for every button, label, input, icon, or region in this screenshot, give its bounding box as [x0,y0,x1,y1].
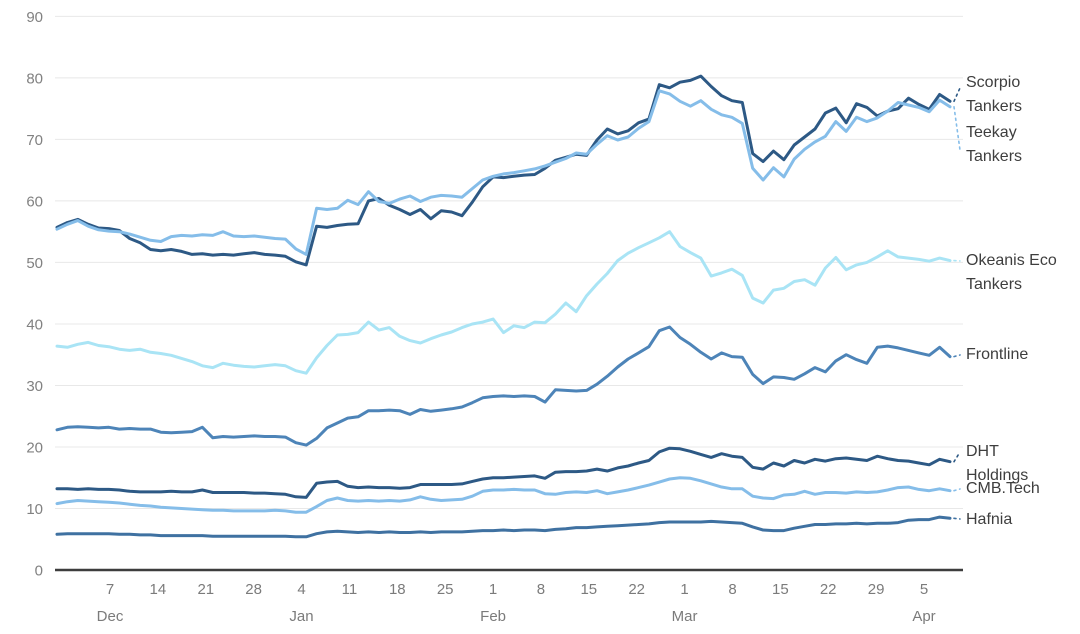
x-tick-label: 14 [150,581,167,598]
x-tick-label: 25 [437,581,454,598]
series-line-teekay-tankers[interactable] [55,89,952,256]
x-tick-label: 29 [868,581,885,598]
y-tick-label: 60 [26,193,43,210]
x-tick-label: 5 [920,581,928,598]
series-label-line: Tankers [966,148,1023,165]
x-axis-day-labels: 7 14 21 28 4 11 18 25 1 8 15 22 1 8 15 22 29 5 [106,581,928,598]
x-tick-label: 8 [537,581,545,598]
series-label-line: CMB.Tech [966,480,1040,497]
y-tick-label: 20 [26,440,43,457]
y-tick-label: 90 [26,9,43,26]
x-tick-label: 22 [820,581,837,598]
series-label-line: Frontline [966,346,1029,363]
y-axis-labels: 0 10 20 30 40 50 60 70 80 90 [26,9,43,580]
x-axis-month-labels: Dec Jan Feb Mar Apr [97,608,936,625]
x-tick-label: 28 [245,581,262,598]
series-line-cmb-tech[interactable] [55,476,952,514]
month-label: Jan [289,608,313,625]
month-label: Dec [97,608,124,625]
x-tick-label: 1 [680,581,688,598]
leader-line-teekay-tankers [953,106,961,151]
series-label-line: Holdings [966,467,1029,484]
month-label: Mar [672,608,698,625]
series-label-line: Teekay [966,124,1017,141]
x-tick-label: 4 [297,581,305,598]
series-label-frontline: Frontline [966,343,1080,367]
y-gridlines [55,15,963,509]
x-tick-label: 11 [342,581,358,598]
x-tick-label: 21 [197,581,214,598]
series-label-line: Okeanis Eco [966,252,1057,269]
series-label-line: Hafnia [966,511,1013,528]
month-label: Apr [912,608,935,625]
x-tick-label: 18 [389,581,406,598]
series-label-dht-holdings: DHT Holdings [966,440,1080,488]
series-line-frontline[interactable] [55,325,952,447]
y-tick-label: 40 [26,317,43,334]
series-label-teekay-tankers: Teekay Tankers [966,121,1080,169]
x-tick-label: 15 [772,581,789,598]
y-tick-label: 50 [26,255,43,272]
series-label-cmb-tech: CMB.Tech [966,477,1080,501]
x-tick-label: 22 [628,581,645,598]
y-tick-label: 70 [26,132,43,149]
series-line-hafnia[interactable] [55,515,952,539]
series-label-okeanis-eco-tankers: Okeanis Eco Tankers [966,249,1080,297]
month-label: Feb [480,608,506,625]
leader-line-scorpio-tankers [953,87,961,103]
leader-line-cmb-tech [953,488,961,492]
leader-line-dht-holdings [953,451,961,463]
x-tick-label: 15 [580,581,597,598]
y-tick-label: 30 [26,378,43,395]
y-tick-label: 0 [35,563,43,580]
y-tick-label: 10 [26,501,43,518]
series-label-scorpio-tankers: Scorpio Tankers [966,71,1080,119]
series-line-okeanis-eco-tankers[interactable] [55,230,952,375]
series-label-line: Tankers [966,98,1023,115]
series-label-line: Scorpio [966,74,1021,91]
leader-line-frontline [953,354,961,358]
x-tick-label: 7 [106,581,114,598]
series-label-hafnia: Hafnia [966,508,1080,532]
leader-line-hafnia [953,517,961,520]
series-label-line: Tankers [966,276,1023,293]
x-tick-label: 8 [728,581,736,598]
series-line-scorpio-tankers[interactable] [55,74,952,267]
y-tick-label: 80 [26,70,43,87]
x-tick-label: 1 [489,581,497,598]
series-label-line: DHT [966,443,999,460]
series-line-dht-holdings[interactable] [55,446,952,499]
